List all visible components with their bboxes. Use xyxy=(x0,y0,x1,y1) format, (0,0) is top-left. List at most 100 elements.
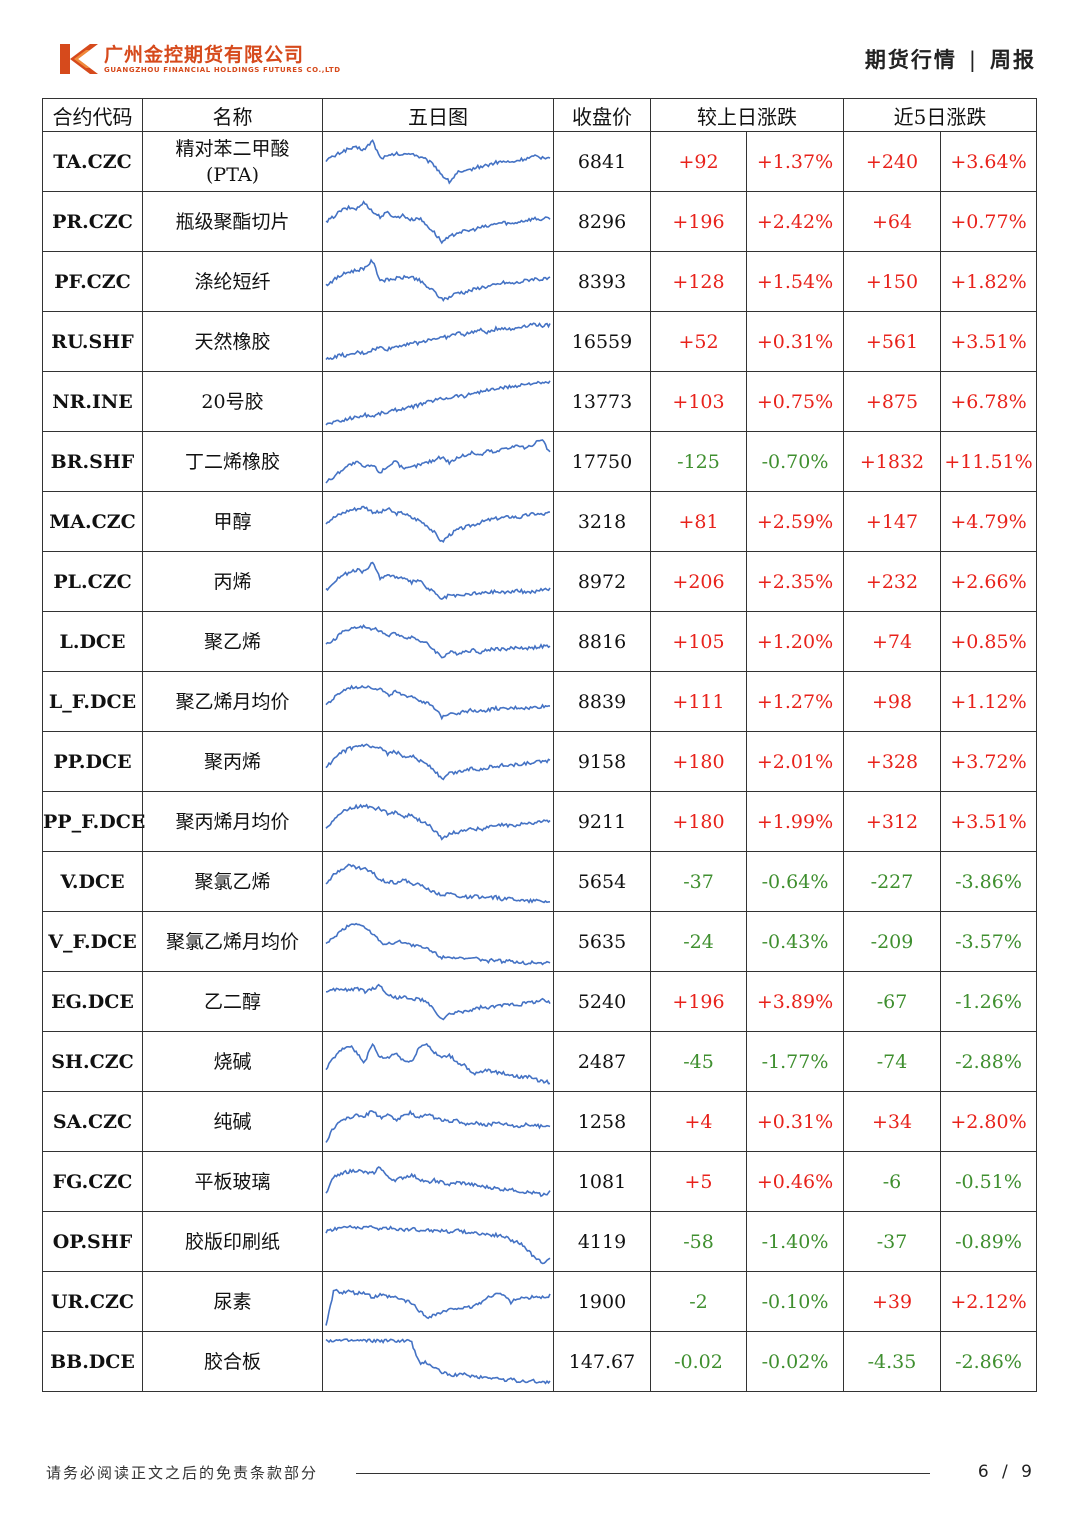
contract-name-line: 聚丙烯 xyxy=(203,750,261,773)
close-price: 8816 xyxy=(553,611,651,672)
five-day-change-pct: +1.12% xyxy=(939,671,1038,732)
sparkline-chart xyxy=(325,1109,551,1143)
contract-name-line: 乙二醇 xyxy=(203,990,261,1013)
daily-change-pct: +2.59% xyxy=(746,491,844,552)
daily-change-pct: +2.01% xyxy=(746,731,844,792)
daily-change: +81 xyxy=(650,491,747,552)
close-price: 8972 xyxy=(553,551,651,612)
sparkline-series xyxy=(325,983,551,1021)
contract-code: BB.DCE xyxy=(42,1331,143,1392)
daily-change-pct: -0.70% xyxy=(746,431,844,492)
daily-change-pct: +0.31% xyxy=(746,1091,844,1152)
five-day-change: +39 xyxy=(843,1271,941,1332)
table-row: BR.SHF 丁二烯橡胶 17750 -125 -0.70% +1832 +11.51% xyxy=(42,431,1038,492)
five-day-change-pct: +0.85% xyxy=(939,611,1038,672)
daily-change: +5 xyxy=(650,1151,747,1212)
five-day-change-pct: -3.57% xyxy=(939,911,1038,972)
table-row: FG.CZC 平板玻璃 1081 +5 +0.46% -6 -0.51% xyxy=(42,1151,1038,1212)
contract-code: V.DCE xyxy=(42,851,143,912)
daily-change: -2 xyxy=(650,1271,747,1332)
report-title: 期货行情 | 周报 xyxy=(865,44,1036,74)
contract-name: 聚氯乙烯月均价 xyxy=(142,911,323,972)
five-day-change: +64 xyxy=(843,191,941,252)
disclaimer-note: 请务必阅读正文之后的免责条款部分 xyxy=(46,1464,319,1482)
contract-code: TA.CZC xyxy=(42,131,143,192)
close-price: 4119 xyxy=(553,1211,651,1272)
contract-name-line: 胶合板 xyxy=(203,1350,261,1373)
daily-change: +128 xyxy=(650,251,747,312)
contract-name-line: 纯碱 xyxy=(213,1110,252,1133)
five-day-change-pct: +2.12% xyxy=(939,1271,1038,1332)
daily-change-pct: -1.77% xyxy=(746,1031,844,1092)
sparkline-chart xyxy=(325,863,551,904)
sparkline-series xyxy=(325,1288,551,1326)
contract-name-line: (PTA) xyxy=(206,163,259,186)
contract-name-line: 丁二烯橡胶 xyxy=(184,450,280,473)
five-day-change: +561 xyxy=(843,311,941,372)
contract-name-line: 涤纶短纤 xyxy=(194,270,271,293)
five-day-change-pct: -0.51% xyxy=(939,1151,1038,1212)
header-code: 合约代码 xyxy=(42,98,143,132)
five-day-chart xyxy=(322,311,554,372)
contract-name: 20号胶 xyxy=(142,371,323,432)
sparkline-series xyxy=(325,200,551,245)
sparkline-chart xyxy=(325,322,551,361)
close-price: 5654 xyxy=(553,851,651,912)
daily-change: +206 xyxy=(650,551,747,612)
sparkline-chart xyxy=(325,922,551,966)
five-day-chart xyxy=(322,1151,554,1212)
close-price: 5240 xyxy=(553,971,651,1032)
sparkline-chart xyxy=(325,1338,551,1385)
contract-name: 瓶级聚酯切片 xyxy=(142,191,323,252)
five-day-chart xyxy=(322,791,554,852)
close-price: 6841 xyxy=(553,131,651,192)
contract-code: RU.SHF xyxy=(42,311,143,372)
five-day-chart xyxy=(322,911,554,972)
contract-name: 丙烯 xyxy=(142,551,323,612)
sparkline-series xyxy=(325,623,551,659)
contract-name-line: 甲醇 xyxy=(213,510,252,533)
company-logo-icon xyxy=(60,44,98,74)
daily-change: -125 xyxy=(650,431,747,492)
daily-change-pct: +2.42% xyxy=(746,191,844,252)
five-day-change: +312 xyxy=(843,791,941,852)
contract-code: PF.CZC xyxy=(42,251,143,312)
sparkline-chart xyxy=(325,380,551,426)
contract-code: L.DCE xyxy=(42,611,143,672)
page-number: 6 / 9 xyxy=(977,1462,1036,1482)
table-body: TA.CZC 精对苯二甲酸 (PTA) 6841 +92 +1.37% +240 +3.64%… xyxy=(42,131,1038,1392)
table-row: PP_F.DCE 聚丙烯月均价 9211 +180 +1.99% +312 +3.51% xyxy=(42,791,1038,852)
sparkline-series xyxy=(325,561,551,600)
five-day-change: +328 xyxy=(843,731,941,792)
table-row: L.DCE 聚乙烯 8816 +105 +1.20% +74 +0.85% xyxy=(42,611,1038,672)
five-day-chart xyxy=(322,191,554,252)
contract-name-line: 平板玻璃 xyxy=(194,1170,271,1193)
contract-name: 丁二烯橡胶 xyxy=(142,431,323,492)
five-day-chart xyxy=(322,1271,554,1332)
five-day-change: -227 xyxy=(843,851,941,912)
five-day-change: +875 xyxy=(843,371,941,432)
close-price: 1900 xyxy=(553,1271,651,1332)
five-day-change: +240 xyxy=(843,131,941,192)
table-row: RU.SHF 天然橡胶 16559 +52 +0.31% +561 +3.51% xyxy=(42,311,1038,372)
five-day-change-pct: +11.51% xyxy=(939,431,1038,492)
sparkline-chart xyxy=(325,505,551,544)
five-day-chart xyxy=(322,1031,554,1092)
contract-code: PP.DCE xyxy=(42,731,143,792)
close-price: 13773 xyxy=(553,371,651,432)
close-price: 5635 xyxy=(553,911,651,972)
daily-change-pct: +2.35% xyxy=(746,551,844,612)
contract-name: 聚丙烯 xyxy=(142,731,323,792)
five-day-change-pct: -1.26% xyxy=(939,971,1038,1032)
five-day-change-pct: +3.51% xyxy=(939,791,1038,852)
five-day-change: +74 xyxy=(843,611,941,672)
table-row: PR.CZC 瓶级聚酯切片 8296 +196 +2.42% +64 +0.77% xyxy=(42,191,1038,252)
contract-code: SH.CZC xyxy=(42,1031,143,1092)
five-day-chart xyxy=(322,611,554,672)
page-header: 广州金控期货有限公司 GUANGZHOU FINANCIAL HOLDINGS … xyxy=(0,0,1080,95)
contract-name: 纯碱 xyxy=(142,1091,323,1152)
company-name-cn: 广州金控期货有限公司 xyxy=(104,44,305,66)
contract-code: PL.CZC xyxy=(42,551,143,612)
five-day-chart xyxy=(322,851,554,912)
five-day-change-pct: +2.66% xyxy=(939,551,1038,612)
